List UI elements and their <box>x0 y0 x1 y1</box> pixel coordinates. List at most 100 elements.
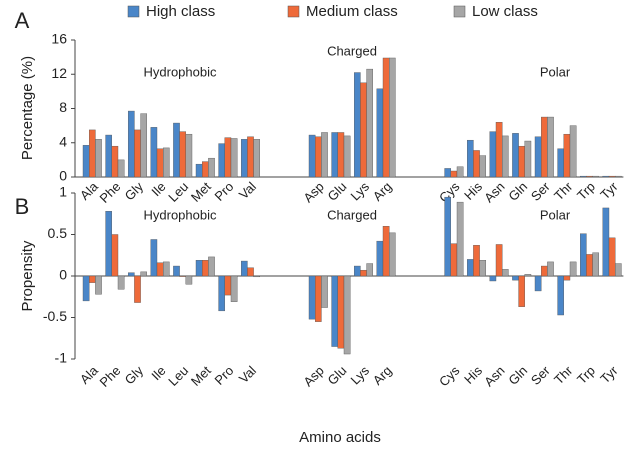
bar <box>111 234 119 277</box>
bar <box>512 275 519 281</box>
bar <box>321 275 328 308</box>
x-tick-label: Arg <box>370 363 395 388</box>
bar <box>82 275 90 302</box>
bar <box>512 133 519 178</box>
bar <box>602 175 610 178</box>
bar <box>162 261 170 277</box>
bar <box>444 196 452 277</box>
bar <box>557 275 564 316</box>
panel-label: A <box>15 8 30 33</box>
bar <box>253 275 261 278</box>
bar <box>502 269 509 277</box>
x-tick-label: Thr <box>551 178 576 203</box>
bar <box>117 159 125 178</box>
bar <box>208 256 215 277</box>
annotation: Polar <box>540 207 571 222</box>
x-tick-label: Leu <box>165 363 191 389</box>
bar <box>467 139 474 178</box>
x-tick-label: Asn <box>481 179 507 205</box>
x-tick-label: His <box>461 363 485 387</box>
y-tick-label: 0.5 <box>48 225 68 241</box>
y-tick-label: 16 <box>51 31 67 47</box>
x-tick-label: Gly <box>122 179 147 204</box>
bar <box>450 243 458 277</box>
bar <box>230 275 238 302</box>
bar <box>615 175 622 178</box>
bar <box>389 232 396 277</box>
y-tick-label: -0.5 <box>43 308 67 324</box>
bar <box>201 260 209 277</box>
bar <box>337 275 345 349</box>
bar <box>547 116 554 178</box>
bar <box>150 239 158 277</box>
bar <box>162 147 170 178</box>
bar <box>608 175 616 178</box>
bar <box>360 82 367 178</box>
bar <box>117 275 125 290</box>
bar <box>534 275 542 292</box>
bar <box>376 240 384 277</box>
x-tick-label: Tyr <box>597 178 621 202</box>
x-tick-label: Trp <box>574 179 598 203</box>
x-tick-label: Lys <box>347 363 372 388</box>
bar <box>82 145 90 178</box>
bar <box>224 137 232 178</box>
bar <box>489 275 497 282</box>
bar <box>247 267 254 277</box>
legend-swatch <box>453 5 466 18</box>
bar <box>547 261 554 277</box>
x-tick-label: Asp <box>300 179 326 205</box>
bar <box>592 252 599 277</box>
bar <box>586 254 593 277</box>
bar <box>127 272 135 277</box>
bar <box>253 139 261 178</box>
x-tick-label: Lys <box>347 179 372 204</box>
bar <box>315 275 322 322</box>
bar <box>240 139 248 178</box>
bar <box>224 275 232 296</box>
bar <box>179 275 187 277</box>
bar <box>608 237 616 277</box>
x-tick-label: Ile <box>148 363 168 383</box>
bar <box>580 233 587 277</box>
bar <box>337 132 345 178</box>
bar <box>230 138 238 178</box>
bar <box>479 155 487 178</box>
y-tick-label: 4 <box>59 133 67 149</box>
legend-label: High class <box>146 3 215 20</box>
bar <box>201 161 209 178</box>
x-tick-label: Thr <box>551 362 576 387</box>
bar <box>95 139 102 178</box>
bar <box>518 275 525 307</box>
bar <box>456 166 464 178</box>
bar <box>518 145 525 178</box>
bar <box>450 170 458 178</box>
x-tick-label: Ala <box>77 178 101 202</box>
bar <box>456 201 464 277</box>
bar <box>308 134 316 178</box>
bar <box>495 121 503 178</box>
x-tick-label: Phe <box>96 179 123 206</box>
annotation: Charged <box>327 43 377 58</box>
x-tick-label: Met <box>188 363 214 389</box>
bar <box>602 207 610 277</box>
x-tick-label: Ser <box>528 362 553 387</box>
bar <box>473 150 480 178</box>
x-tick-label: Glu <box>325 179 350 204</box>
x-tick-label: Asn <box>481 363 507 389</box>
y-tick-label: 0 <box>59 267 67 283</box>
annotation: Hydrophobic <box>144 64 217 79</box>
x-tick-label: Gly <box>122 363 147 388</box>
x-tick-label: Arg <box>370 179 395 204</box>
bar <box>88 275 96 283</box>
bar <box>366 68 374 178</box>
y-tick-label: -1 <box>55 350 68 366</box>
x-tick-label: Ala <box>77 362 101 386</box>
bar <box>105 134 112 178</box>
bar <box>360 269 367 277</box>
bar <box>343 275 351 355</box>
bar <box>315 136 322 178</box>
x-tick-label: Val <box>236 179 259 202</box>
bar <box>382 57 390 178</box>
bar <box>195 260 203 277</box>
